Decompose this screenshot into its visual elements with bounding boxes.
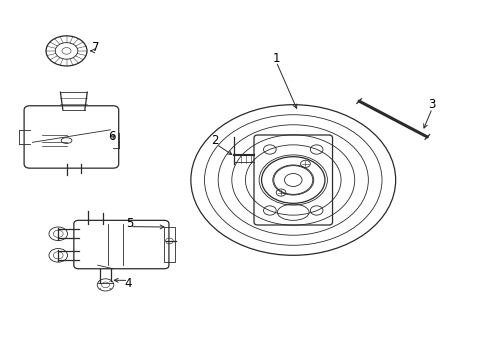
Text: 4: 4 (124, 278, 132, 291)
Text: 2: 2 (211, 134, 219, 147)
Text: 6: 6 (108, 130, 115, 143)
Bar (163, 227, 174, 262)
Text: 3: 3 (427, 98, 435, 111)
Text: 1: 1 (272, 51, 279, 64)
Text: 5: 5 (126, 216, 133, 230)
Text: 7: 7 (92, 41, 100, 54)
